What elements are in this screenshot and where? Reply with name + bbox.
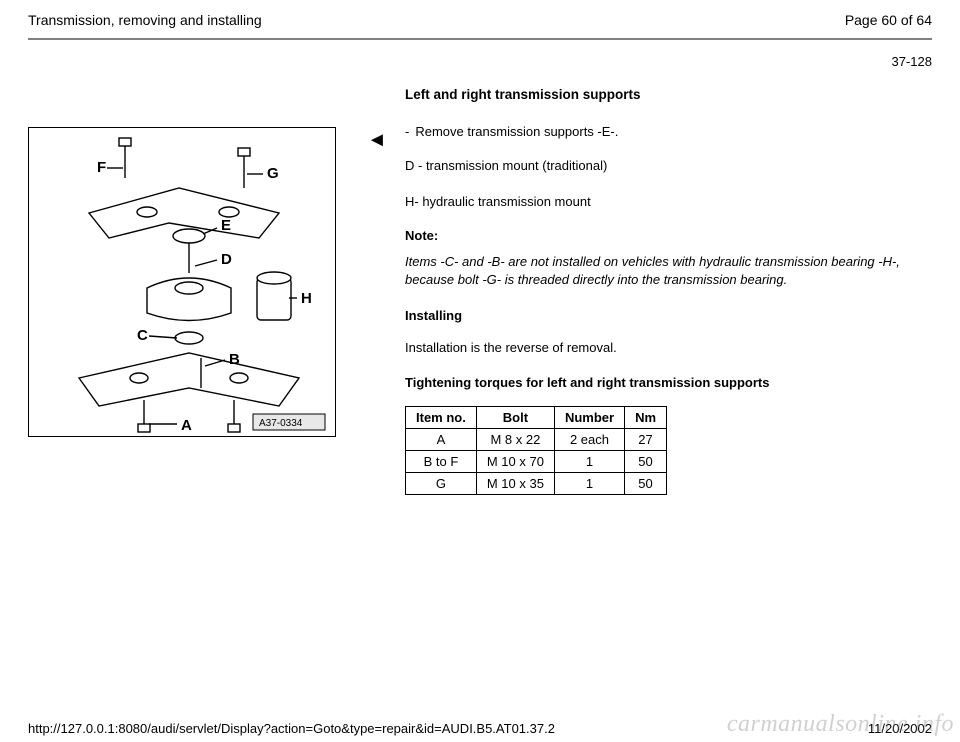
figure-label-g: G bbox=[267, 165, 279, 182]
figure-label-d: D bbox=[221, 251, 232, 268]
cell: G bbox=[406, 472, 477, 494]
cell: 50 bbox=[625, 450, 667, 472]
para-h: H- hydraulic transmission mount bbox=[405, 193, 926, 211]
section-arrow-icon: ◄ bbox=[367, 87, 391, 152]
cell: 50 bbox=[625, 472, 667, 494]
section-title: Left and right transmission supports bbox=[405, 87, 926, 102]
figure-label-f: F bbox=[97, 159, 106, 176]
cell: M 10 x 35 bbox=[476, 472, 554, 494]
page-code: 37-128 bbox=[28, 54, 932, 69]
figure-illustration: F G E D H C B A A37-0334 bbox=[28, 127, 336, 437]
table-row: B to F M 10 x 70 1 50 bbox=[406, 450, 667, 472]
footer-url: http://127.0.0.1:8080/audi/servlet/Displ… bbox=[28, 721, 555, 736]
figure-caption: A37-0334 bbox=[259, 418, 303, 429]
cell: B to F bbox=[406, 450, 477, 472]
th-nm: Nm bbox=[625, 406, 667, 428]
cell: 27 bbox=[625, 428, 667, 450]
th-bolt: Bolt bbox=[476, 406, 554, 428]
cell: 1 bbox=[554, 472, 624, 494]
note-title: Note: bbox=[405, 228, 926, 243]
header-title: Transmission, removing and installing bbox=[28, 12, 262, 28]
th-number: Number bbox=[554, 406, 624, 428]
table-row: A M 8 x 22 2 each 27 bbox=[406, 428, 667, 450]
cell: A bbox=[406, 428, 477, 450]
table-header-row: Item no. Bolt Number Nm bbox=[406, 406, 667, 428]
figure-label-a: A bbox=[181, 417, 192, 434]
torque-title: Tightening torques for left and right tr… bbox=[405, 375, 926, 390]
bullet-dash: - bbox=[405, 124, 409, 139]
cell: M 10 x 70 bbox=[476, 450, 554, 472]
figure-label-b: B bbox=[229, 351, 240, 368]
para-d: D - transmission mount (traditional) bbox=[405, 157, 926, 175]
header-divider bbox=[28, 38, 932, 40]
page-indicator: Page 60 of 64 bbox=[845, 12, 932, 28]
th-item: Item no. bbox=[406, 406, 477, 428]
installing-title: Installing bbox=[405, 308, 926, 323]
figure-label-h: H bbox=[301, 290, 312, 307]
installing-body: Installation is the reverse of removal. bbox=[405, 339, 926, 357]
torque-table: Item no. Bolt Number Nm A M 8 x 22 2 eac… bbox=[405, 406, 667, 495]
cell: 1 bbox=[554, 450, 624, 472]
table-row: G M 10 x 35 1 50 bbox=[406, 472, 667, 494]
cell: M 8 x 22 bbox=[476, 428, 554, 450]
bullet-text: Remove transmission supports -E-. bbox=[415, 124, 618, 139]
figure-label-c: C bbox=[137, 327, 148, 344]
note-body: Items -C- and -B- are not installed on v… bbox=[405, 253, 926, 288]
footer-date: 11/20/2002 bbox=[868, 721, 932, 736]
cell: 2 each bbox=[554, 428, 624, 450]
figure-label-e: E bbox=[221, 217, 231, 234]
